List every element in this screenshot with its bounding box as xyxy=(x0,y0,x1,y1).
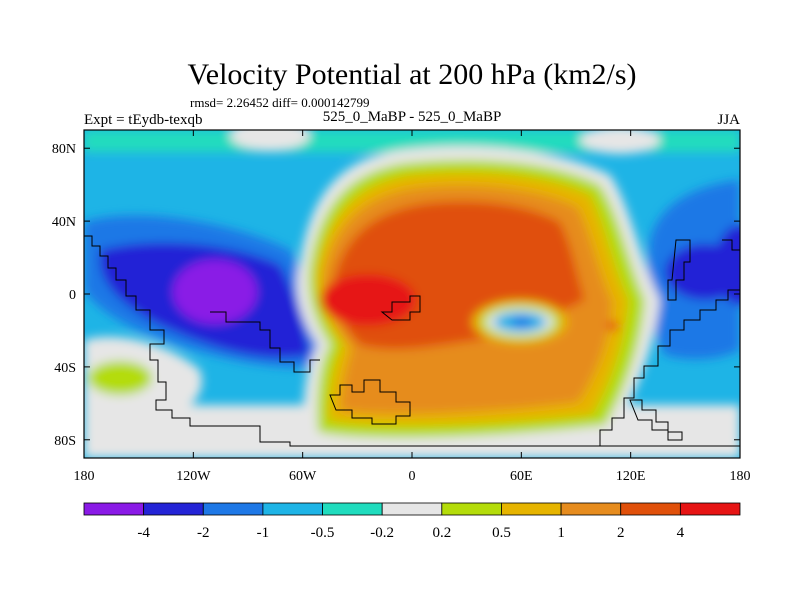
colorbar-swatch xyxy=(441,502,502,516)
colorbar-label: -2 xyxy=(197,525,210,541)
coastlines xyxy=(84,235,740,447)
x-tick-label: 120E xyxy=(616,469,646,484)
stats-label: rmsd= 2.26452 diff= 0.000142799 xyxy=(190,95,369,110)
y-tick-label: 80S xyxy=(54,434,76,449)
colorbar-swatch xyxy=(560,502,622,516)
x-tick-label: 0 xyxy=(409,469,416,484)
colorbar-label: 0.2 xyxy=(432,525,451,541)
x-tick-label: 180 xyxy=(74,469,95,484)
colorbar-label: 1 xyxy=(557,525,565,541)
contour-field xyxy=(84,130,740,458)
colorbar-label: 2 xyxy=(617,525,625,541)
colorbar-swatch xyxy=(501,502,562,516)
colorbar-swatch xyxy=(143,502,204,516)
x-tick-label: 60W xyxy=(289,469,317,484)
colorbar-swatch xyxy=(262,502,323,516)
colorbar-label: -0.5 xyxy=(311,525,335,541)
chart-title: Velocity Potential at 200 hPa (km2/s) xyxy=(187,58,636,91)
comparison-label: 525_0_MaBP - 525_0_MaBP xyxy=(323,109,502,125)
colorbar-label: 0.5 xyxy=(492,525,511,541)
colorbar-label: -4 xyxy=(137,525,150,541)
y-tick-label: 0 xyxy=(69,288,76,303)
colorbar-swatch xyxy=(83,502,145,516)
x-tick-label: 120W xyxy=(176,469,211,484)
colorbar-label: 4 xyxy=(677,525,685,541)
y-tick-label: 40S xyxy=(54,361,76,376)
colorbar-label: -0.2 xyxy=(370,525,394,541)
y-tick-label: 80N xyxy=(52,142,76,157)
colorbar-swatch xyxy=(381,502,443,516)
colorbar-swatch xyxy=(620,502,681,516)
colorbar-swatch xyxy=(679,502,741,516)
experiment-label: Expt = tEydb-texqb xyxy=(84,112,202,128)
y-axis: 80N 40N 0 40S 80S xyxy=(52,142,740,449)
season-label: JJA xyxy=(717,112,740,128)
colorbar: -4 -2 -1 -0.5 -0.2 0.2 0.5 1 2 4 xyxy=(83,502,741,541)
x-tick-label: 60E xyxy=(510,469,533,484)
y-tick-label: 40N xyxy=(52,215,76,230)
colorbar-swatch xyxy=(202,502,264,516)
colorbar-swatch xyxy=(322,502,383,516)
x-tick-label: 180 xyxy=(730,469,751,484)
x-axis: 180 120W 60W 0 60E 120E 180 xyxy=(74,130,751,484)
colorbar-label: -1 xyxy=(257,525,270,541)
